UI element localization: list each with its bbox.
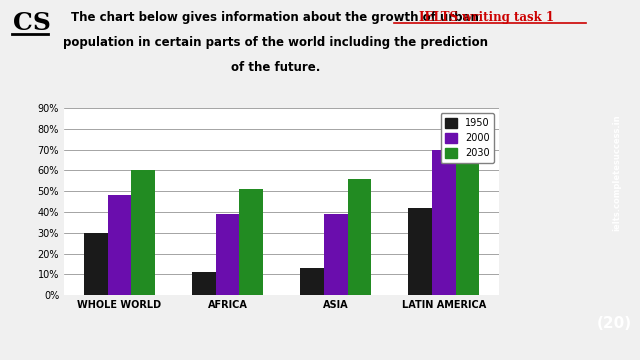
Bar <box>239 189 263 295</box>
Text: The chart below gives information about the growth of urban: The chart below gives information about … <box>71 11 479 24</box>
Bar <box>131 170 155 295</box>
Bar <box>216 214 239 295</box>
Bar <box>456 129 479 295</box>
Bar <box>408 208 432 295</box>
Bar <box>192 272 216 295</box>
Text: ielts.completesuccess.in: ielts.completesuccess.in <box>612 114 621 231</box>
Text: CS: CS <box>13 11 51 35</box>
Text: IELTS writing task 1: IELTS writing task 1 <box>419 11 554 24</box>
Text: (20): (20) <box>597 316 632 332</box>
Bar <box>108 195 131 295</box>
Bar <box>348 179 371 295</box>
Legend: 1950, 2000, 2030: 1950, 2000, 2030 <box>440 113 494 163</box>
Text: of the future.: of the future. <box>230 61 320 74</box>
Bar <box>324 214 348 295</box>
Bar <box>84 233 108 295</box>
Bar <box>300 268 324 295</box>
Bar <box>432 150 456 295</box>
Text: population in certain parts of the world including the prediction: population in certain parts of the world… <box>63 36 488 49</box>
